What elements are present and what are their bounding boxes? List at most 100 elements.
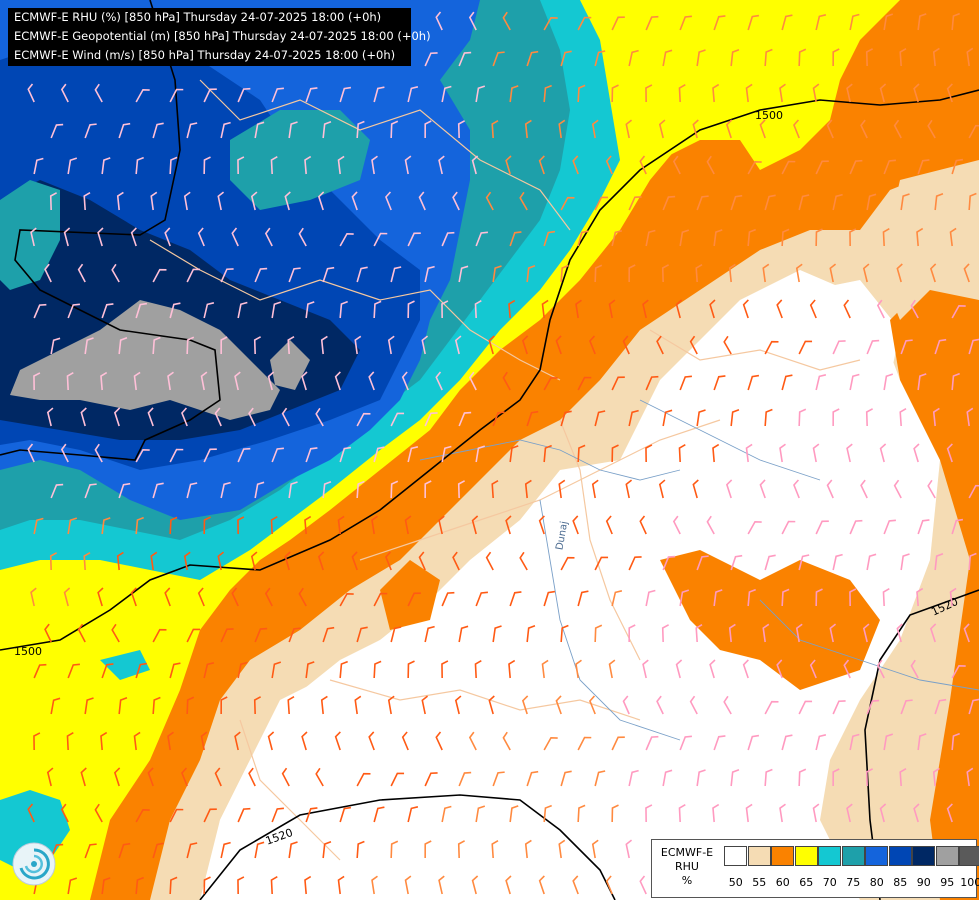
wind-barb <box>203 876 211 895</box>
wind-barb <box>418 191 426 211</box>
wind-barb <box>441 300 449 319</box>
wind-barb <box>200 731 208 751</box>
wind-barb <box>231 587 239 607</box>
wind-barb <box>203 88 217 103</box>
wind-barb <box>339 806 352 823</box>
wind-barb <box>628 196 642 211</box>
wind-barb <box>169 516 178 535</box>
wind-barb <box>457 120 466 139</box>
wind-barb <box>893 119 902 139</box>
wind-barb <box>645 375 659 391</box>
wind-barb <box>679 15 692 31</box>
wind-barb <box>849 733 860 751</box>
wind-barb <box>468 11 477 31</box>
wind-barb <box>152 122 164 139</box>
wind-barb <box>387 335 395 355</box>
wind-barb <box>298 227 307 247</box>
wind-barb <box>572 515 579 535</box>
wind-barb <box>555 695 562 715</box>
wind-barb <box>133 731 141 751</box>
wind-barb <box>44 623 52 643</box>
wind-barb <box>832 553 843 571</box>
wind-barb <box>882 588 890 607</box>
legend-tick-label: 80 <box>869 876 884 889</box>
wind-barb <box>485 551 494 571</box>
wind-barb <box>776 659 783 679</box>
wind-barb <box>832 700 846 715</box>
wind-barb <box>169 302 181 319</box>
wind-barb <box>373 592 388 607</box>
wind-barb <box>203 662 215 679</box>
wind-barb <box>118 842 131 859</box>
wind-barb <box>457 840 466 859</box>
wind-barb <box>67 157 78 175</box>
wind-barb <box>94 443 103 463</box>
wind-barb <box>77 623 86 643</box>
wind-barb <box>401 731 409 751</box>
wind-barb <box>725 479 733 499</box>
wind-barb <box>101 303 114 319</box>
wind-barb <box>356 480 365 499</box>
wind-barb <box>248 767 256 787</box>
wind-barb <box>639 155 647 175</box>
wind-barb <box>622 695 630 715</box>
wind-barb <box>186 482 198 499</box>
wind-barb <box>661 624 670 643</box>
wind-barb <box>147 767 154 787</box>
wind-barb <box>781 160 796 175</box>
wind-barb <box>728 263 736 283</box>
wind-barb <box>781 228 790 247</box>
legend-tick-label: 65 <box>799 876 814 889</box>
wind-barb <box>80 767 87 787</box>
wind-barb <box>33 372 41 391</box>
wind-barb <box>781 374 793 391</box>
wind-barb <box>815 160 829 175</box>
legend-tick-label: 70 <box>822 876 837 889</box>
wind-barb <box>305 87 318 103</box>
wind-barb <box>934 552 944 571</box>
wind-barb <box>934 192 944 211</box>
wind-barb <box>167 371 174 391</box>
wind-barb <box>779 83 786 103</box>
wind-barb <box>220 841 231 859</box>
wind-barb <box>288 841 298 859</box>
wind-barb <box>46 407 54 427</box>
wind-barb <box>730 194 743 211</box>
wind-barb <box>237 516 245 535</box>
wind-barb <box>913 443 920 463</box>
wind-barb <box>83 551 91 571</box>
wind-barb <box>645 589 656 607</box>
wind-barb <box>337 875 345 895</box>
wind-barb <box>80 407 87 427</box>
wind-barb <box>424 120 432 139</box>
wind-barb <box>305 661 315 679</box>
wind-barb <box>288 121 298 139</box>
legend-unit: % <box>681 874 693 887</box>
wind-barb <box>356 772 371 787</box>
wind-barb <box>712 443 720 463</box>
wind-barb <box>672 515 681 535</box>
wind-barb <box>339 446 352 463</box>
wind-barb <box>288 267 301 283</box>
wind-barb <box>558 839 566 859</box>
wind-barb <box>111 263 120 283</box>
wind-barb <box>560 264 569 283</box>
wind-barb <box>706 155 715 175</box>
legend-swatch <box>771 846 794 866</box>
wind-barb <box>526 770 539 787</box>
wind-barb <box>866 339 880 355</box>
wind-barb <box>812 443 820 463</box>
wind-barb <box>900 339 913 355</box>
wind-barb <box>468 371 477 391</box>
wind-barb <box>118 122 131 139</box>
wind-barb <box>829 263 837 283</box>
wind-barb <box>441 660 449 679</box>
wind-barb <box>577 804 586 823</box>
wind-barb <box>762 263 770 283</box>
wind-barb <box>203 156 211 175</box>
wind-barb <box>658 119 666 139</box>
wind-barb <box>866 553 877 571</box>
wind-barb <box>305 447 318 463</box>
wind-barb <box>951 518 964 535</box>
wind-barb <box>866 699 880 715</box>
